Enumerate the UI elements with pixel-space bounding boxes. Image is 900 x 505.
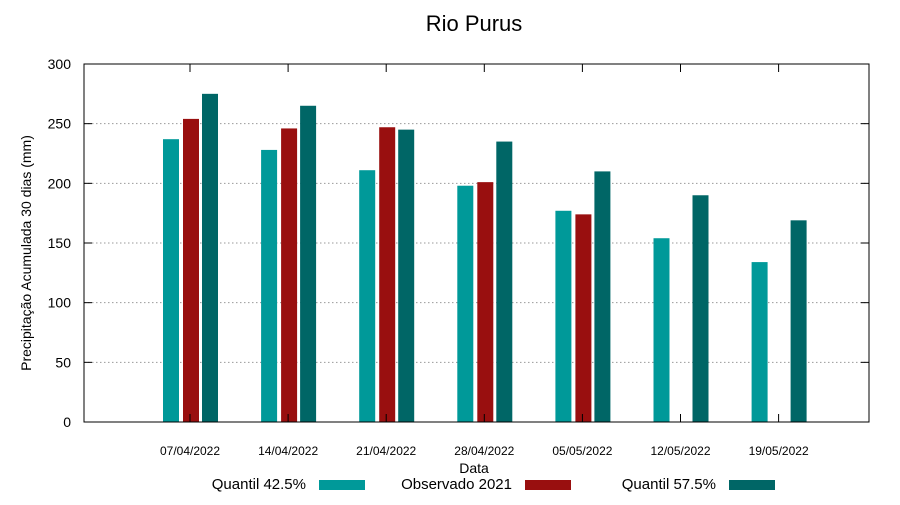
x-tick-label: 14/04/2022 bbox=[258, 444, 318, 458]
legend-label: Quantil 57.5% bbox=[622, 476, 716, 493]
bar bbox=[653, 238, 670, 422]
legend-swatch bbox=[319, 480, 365, 490]
bar bbox=[555, 210, 572, 422]
bar bbox=[379, 127, 396, 422]
legend-label: Observado 2021 bbox=[401, 476, 512, 493]
y-tick-label: 300 bbox=[48, 56, 72, 72]
bar bbox=[594, 171, 611, 422]
y-tick-label: 100 bbox=[48, 295, 72, 311]
x-tick-label: 19/05/2022 bbox=[749, 444, 809, 458]
bar bbox=[202, 93, 218, 422]
grid-lines bbox=[84, 123, 869, 363]
bar bbox=[457, 185, 474, 422]
chart-title: Rio Purus bbox=[426, 11, 523, 36]
bar bbox=[496, 141, 513, 423]
bar bbox=[692, 195, 709, 422]
x-tick-label: 05/05/2022 bbox=[552, 444, 612, 458]
x-tick-label: 28/04/2022 bbox=[454, 444, 514, 458]
bar bbox=[261, 149, 278, 423]
legend-swatch bbox=[729, 480, 775, 490]
bar bbox=[398, 129, 415, 422]
bars bbox=[163, 93, 807, 423]
bar bbox=[183, 118, 199, 422]
x-tick-label: 12/05/2022 bbox=[650, 444, 710, 458]
bar bbox=[359, 170, 376, 422]
y-axis-ticks: 0 50 100 150 200 250 300 bbox=[48, 56, 869, 430]
x-tick-label: 07/04/2022 bbox=[160, 444, 220, 458]
bar bbox=[281, 128, 298, 422]
y-tick-label: 200 bbox=[48, 175, 72, 191]
y-axis-label: Precipitação Acumulada 30 dias (mm) bbox=[18, 135, 34, 371]
bar bbox=[790, 220, 807, 422]
x-axis-label: Data bbox=[459, 460, 489, 476]
bar bbox=[575, 214, 592, 422]
x-axis-ticks: 07/04/2022 14/04/2022 21/04/2022 28/04/2022… bbox=[160, 64, 809, 458]
legend: Quantil 42.5% Observado 2021 Quantil 57.5% bbox=[212, 476, 775, 493]
y-tick-label: 250 bbox=[48, 116, 72, 132]
legend-swatch bbox=[525, 480, 571, 490]
bar bbox=[163, 139, 179, 422]
y-tick-label: 50 bbox=[55, 354, 71, 370]
x-tick-label: 21/04/2022 bbox=[356, 444, 416, 458]
bar bbox=[300, 105, 317, 423]
bar bbox=[477, 182, 494, 422]
legend-label: Quantil 42.5% bbox=[212, 476, 306, 493]
y-tick-label: 0 bbox=[63, 414, 71, 430]
y-tick-label: 150 bbox=[48, 235, 72, 251]
bar bbox=[751, 262, 768, 422]
